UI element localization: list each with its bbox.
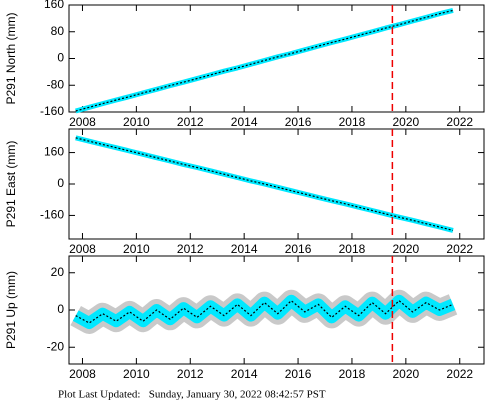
y-tick-label: 160 (44, 0, 64, 11)
x-tick-label: 2016 (285, 367, 312, 381)
y-tick-label: -160 (40, 208, 64, 222)
x-tick-label: 2022 (446, 115, 473, 129)
y-axis-label: P291 North (mm) (4, 12, 18, 104)
model-line (75, 9, 454, 112)
x-tick-label: 2008 (69, 242, 96, 256)
x-tick-label: 2008 (69, 367, 96, 381)
footer: Plot Last Updated: Sunday, January 30, 2… (58, 389, 326, 401)
x-tick-label: 2022 (446, 242, 473, 256)
y-axis-label: P291 East (mm) (4, 141, 18, 228)
x-tick-label: 2014 (231, 367, 258, 381)
x-tick-label: 2010 (123, 367, 150, 381)
x-tick-label: 2020 (392, 115, 419, 129)
x-tick-label: 2020 (392, 367, 419, 381)
data-line (75, 135, 454, 233)
x-tick-label: 2012 (177, 367, 204, 381)
x-tick-label: 2016 (285, 115, 312, 129)
y-tick-label: 20 (51, 265, 65, 279)
y-tick-label: -80 (47, 77, 65, 91)
y-tick-label: -160 (40, 104, 64, 118)
x-tick-label: 2018 (339, 242, 366, 256)
x-tick-label: 2010 (123, 115, 150, 129)
x-tick-label: 2012 (177, 242, 204, 256)
y-tick-label: 0 (57, 51, 64, 65)
x-tick-label: 2010 (123, 242, 150, 256)
x-tick-label: 2018 (339, 367, 366, 381)
x-tick-label: 2014 (231, 115, 258, 129)
x-tick-label: 2016 (285, 242, 312, 256)
y-axis-label: P291 Up (mm) (4, 271, 18, 349)
data-line (72, 294, 456, 329)
y-tick-label: 0 (57, 302, 64, 316)
y-tick-label: 80 (51, 24, 65, 38)
y-tick-label: 160 (44, 145, 64, 159)
x-tick-label: 2014 (231, 242, 258, 256)
x-tick-label: 2012 (177, 115, 204, 129)
x-tick-label: 2018 (339, 115, 366, 129)
y-tick-label: -20 (47, 339, 65, 353)
y-tick-label: 0 (57, 176, 64, 190)
model-line (75, 137, 454, 231)
x-tick-label: 2008 (69, 115, 96, 129)
data-line (75, 7, 454, 114)
x-tick-label: 2022 (446, 367, 473, 381)
x-tick-label: 2020 (392, 242, 419, 256)
